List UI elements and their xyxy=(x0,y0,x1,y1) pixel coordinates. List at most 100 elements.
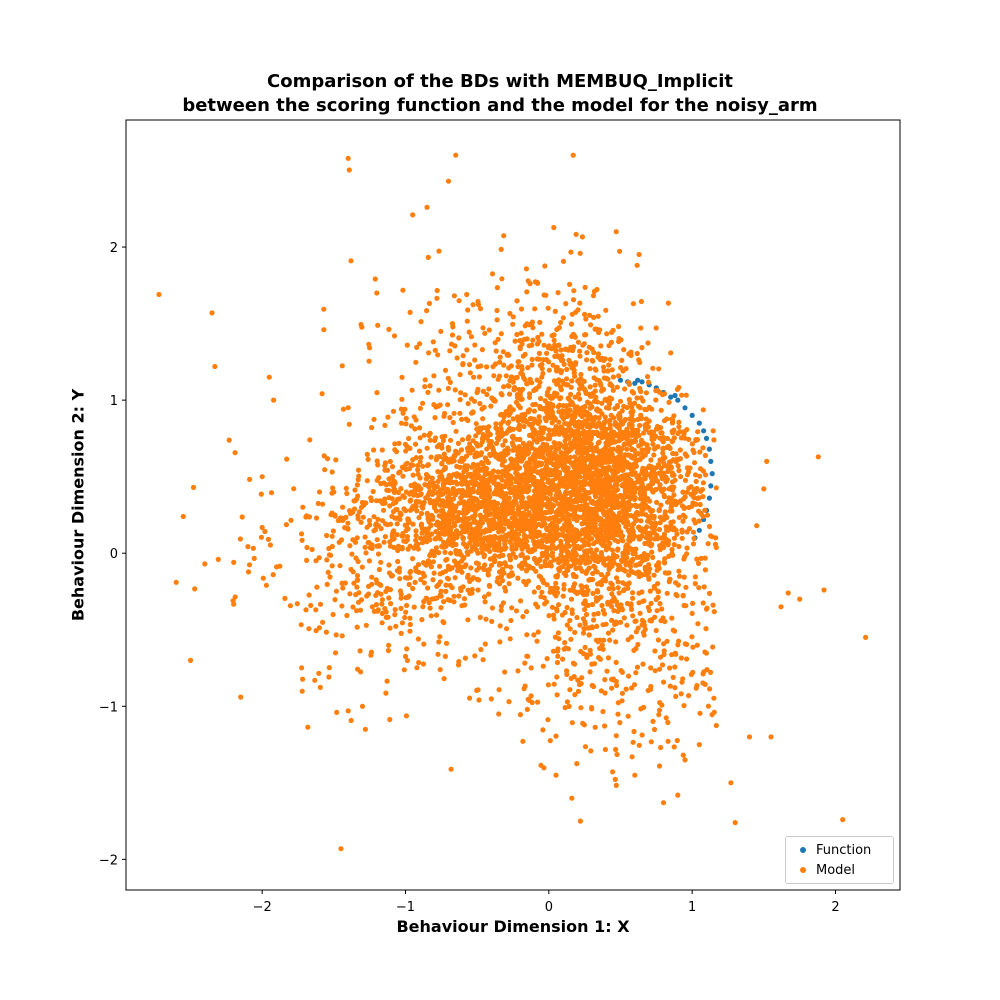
model-point xyxy=(430,577,436,583)
model-point xyxy=(660,615,666,621)
model-point xyxy=(456,298,462,304)
model-point xyxy=(695,429,701,435)
model-point xyxy=(484,507,490,513)
model-point xyxy=(577,480,583,486)
model-point xyxy=(569,607,575,613)
model-point xyxy=(532,279,539,285)
model-point xyxy=(371,514,377,520)
model-point xyxy=(582,421,588,427)
model-point xyxy=(463,562,469,568)
model-point xyxy=(616,606,622,612)
model-point xyxy=(572,692,578,698)
model-point xyxy=(422,377,428,383)
model-point xyxy=(679,392,685,398)
model-point xyxy=(440,476,446,483)
model-point xyxy=(634,509,640,516)
model-point xyxy=(609,329,615,335)
model-point xyxy=(533,568,539,574)
model-point xyxy=(526,394,533,400)
model-point xyxy=(648,665,654,671)
model-point xyxy=(526,322,532,328)
model-point xyxy=(468,565,474,571)
model-point xyxy=(373,602,379,608)
model-point xyxy=(536,414,542,420)
model-point xyxy=(251,555,257,562)
model-point xyxy=(656,565,662,572)
model-point xyxy=(692,520,698,526)
model-point xyxy=(515,425,521,431)
model-point xyxy=(560,465,566,471)
model-point xyxy=(548,545,554,551)
model-point xyxy=(492,553,498,559)
model-point xyxy=(488,562,495,568)
model-point xyxy=(408,568,414,575)
model-point xyxy=(491,373,497,379)
model-point xyxy=(643,390,650,396)
model-point xyxy=(414,344,420,350)
model-point xyxy=(393,506,399,513)
model-point xyxy=(635,641,641,648)
model-point xyxy=(320,619,326,625)
model-point xyxy=(472,342,478,348)
model-point xyxy=(554,692,560,698)
model-point xyxy=(559,612,566,618)
model-point xyxy=(369,545,375,552)
model-point xyxy=(558,347,564,353)
model-point xyxy=(620,580,626,586)
model-point xyxy=(512,375,518,381)
model-point xyxy=(579,234,586,240)
model-point xyxy=(481,529,487,535)
model-point xyxy=(538,461,545,467)
model-point xyxy=(382,534,388,540)
model-point xyxy=(590,429,597,435)
model-point xyxy=(602,509,608,515)
model-point xyxy=(613,639,619,645)
model-point xyxy=(453,428,459,434)
model-point xyxy=(520,386,526,392)
model-point xyxy=(564,622,570,628)
model-point xyxy=(656,366,662,372)
model-point xyxy=(513,554,519,560)
model-point xyxy=(568,563,574,569)
model-point xyxy=(615,700,621,706)
model-point xyxy=(616,510,623,516)
model-point xyxy=(434,529,440,535)
model-point xyxy=(501,233,507,239)
model-point xyxy=(407,445,413,451)
model-point xyxy=(657,547,663,553)
model-point xyxy=(668,459,674,465)
model-point xyxy=(404,602,410,609)
model-point xyxy=(554,364,560,370)
model-point xyxy=(258,534,264,540)
model-point xyxy=(672,628,678,634)
model-point xyxy=(441,620,447,626)
model-point xyxy=(550,402,556,408)
model-point xyxy=(637,610,643,616)
model-point xyxy=(651,726,658,733)
model-point xyxy=(415,485,421,491)
model-point xyxy=(519,366,525,372)
model-point xyxy=(513,511,519,517)
model-point xyxy=(588,748,594,754)
model-point xyxy=(355,599,362,605)
model-point xyxy=(578,371,584,378)
model-point xyxy=(564,668,570,674)
model-point xyxy=(576,391,582,397)
model-point xyxy=(465,401,471,407)
model-point xyxy=(419,617,425,623)
model-point xyxy=(470,446,476,453)
model-point xyxy=(450,324,456,330)
model-point xyxy=(652,446,658,452)
model-point xyxy=(675,463,681,469)
model-point xyxy=(524,381,531,387)
model-point xyxy=(521,503,527,509)
model-point xyxy=(426,350,432,356)
model-point xyxy=(299,688,305,694)
model-point xyxy=(616,564,623,570)
model-point xyxy=(625,585,631,591)
model-point xyxy=(606,399,612,405)
model-point xyxy=(524,562,530,568)
model-point xyxy=(461,554,467,561)
model-point xyxy=(486,327,492,333)
model-point xyxy=(617,248,623,254)
